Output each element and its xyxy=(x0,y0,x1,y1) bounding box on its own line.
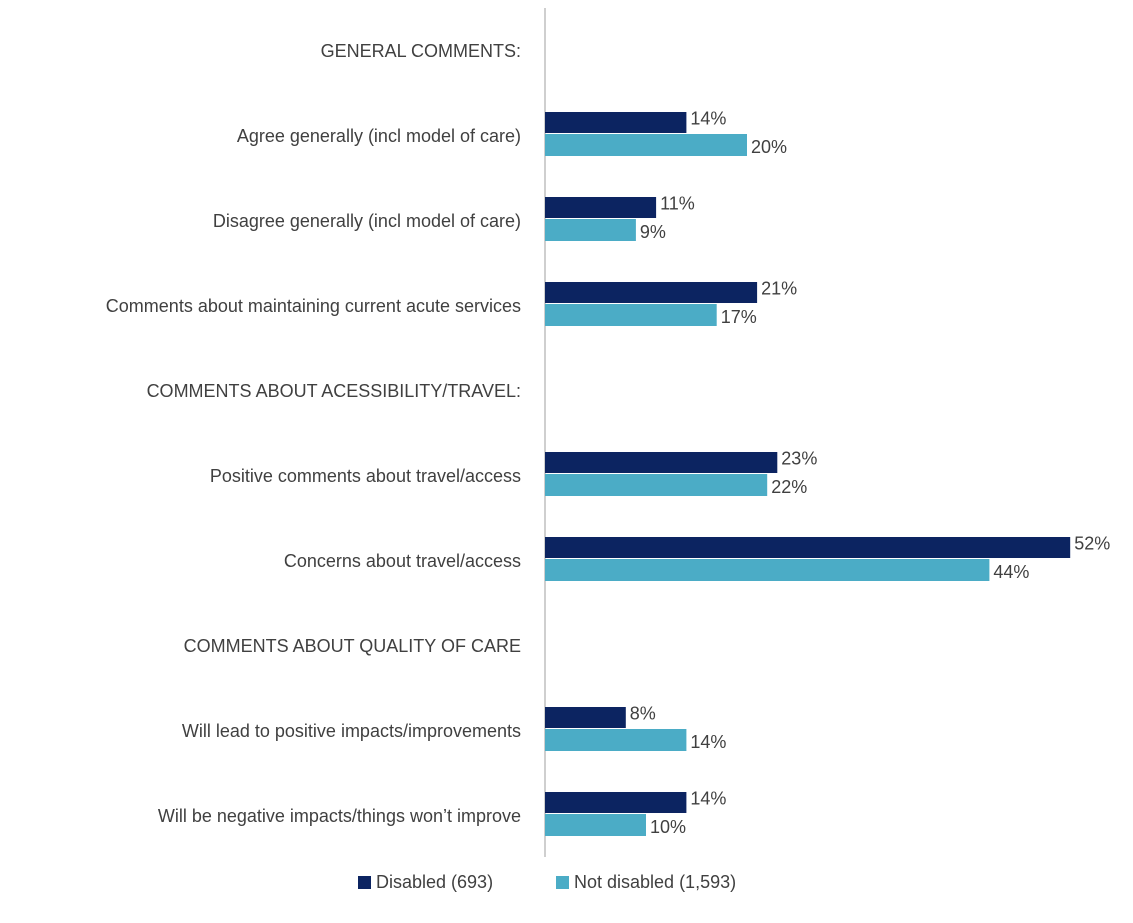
category-label: Disagree generally (incl model of care) xyxy=(213,211,521,231)
category-label: Concerns about travel/access xyxy=(284,551,521,571)
legend-label: Not disabled (1,593) xyxy=(574,872,736,892)
category-label: GENERAL COMMENTS: xyxy=(321,41,521,61)
value-label: 17% xyxy=(721,307,757,327)
value-label: 21% xyxy=(761,278,797,298)
category-label: COMMENTS ABOUT ACESSIBILITY/TRAVEL: xyxy=(147,381,521,401)
value-label: 11% xyxy=(660,193,695,213)
value-label: 14% xyxy=(690,108,726,128)
category-label: Will lead to positive impacts/improvemen… xyxy=(182,721,521,741)
legend-label: Disabled (693) xyxy=(376,872,493,892)
legend-swatch xyxy=(358,876,371,889)
bar xyxy=(545,134,747,156)
value-label: 14% xyxy=(690,788,726,808)
bar xyxy=(545,219,636,241)
bar xyxy=(545,112,687,133)
category-label: Agree generally (incl model of care) xyxy=(237,126,521,146)
bar xyxy=(545,729,687,751)
bar xyxy=(545,814,646,836)
value-label: 9% xyxy=(640,222,666,242)
bar xyxy=(545,304,717,326)
value-label: 52% xyxy=(1074,533,1110,553)
value-label: 44% xyxy=(993,562,1029,582)
bar xyxy=(545,792,687,813)
category-label: COMMENTS ABOUT QUALITY OF CARE xyxy=(184,636,521,656)
value-label: 23% xyxy=(781,448,817,468)
value-label: 22% xyxy=(771,477,807,497)
value-label: 20% xyxy=(751,137,787,157)
value-label: 14% xyxy=(690,732,726,752)
value-label: 8% xyxy=(630,703,656,723)
bar xyxy=(545,197,657,218)
bar xyxy=(545,559,990,581)
bar xyxy=(545,452,778,473)
value-label: 10% xyxy=(650,817,686,837)
bar xyxy=(545,707,626,728)
bar xyxy=(545,474,768,496)
category-label: Positive comments about travel/access xyxy=(210,466,521,486)
category-label: Comments about maintaining current acute… xyxy=(106,296,521,316)
bar xyxy=(545,282,758,303)
legend-swatch xyxy=(556,876,569,889)
bar xyxy=(545,537,1071,558)
category-label: Will be negative impacts/things won’t im… xyxy=(158,806,521,826)
